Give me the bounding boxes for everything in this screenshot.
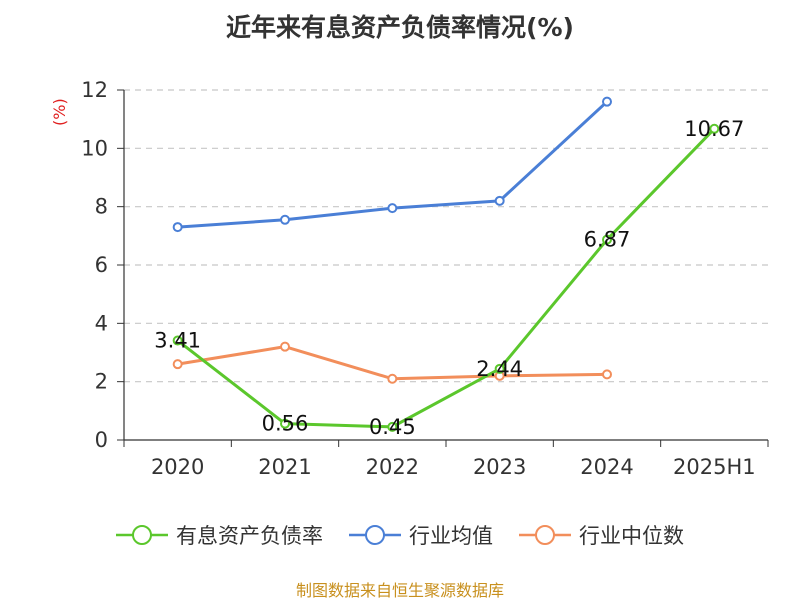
data-label: 10.67 (684, 117, 744, 141)
data-point (172, 222, 183, 233)
data-point (494, 363, 505, 374)
legend-item-0[interactable]: 有息资产负债率 (116, 520, 323, 550)
x-tick-label: 2024 (580, 455, 633, 479)
series-line-0 (176, 127, 716, 429)
legend-label: 有息资产负债率 (176, 524, 323, 548)
x-tick-label: 2021 (258, 455, 311, 479)
data-label: 2.44 (476, 357, 523, 381)
data-point (602, 234, 612, 245)
data-point (172, 335, 183, 346)
legend-label: 行业均值 (409, 524, 493, 548)
chart-title: 近年来有息资产负债率情况(%) (226, 13, 574, 42)
data-label: 6.87 (584, 228, 631, 252)
x-tick-label: 2020 (151, 455, 204, 479)
data-point (602, 369, 612, 380)
y-tick-label: 0 (95, 428, 108, 452)
data-point (602, 96, 612, 107)
data-point (387, 373, 398, 384)
data-point (494, 195, 505, 206)
data-label: 3.41 (154, 329, 201, 353)
legend-item-2[interactable]: 行业中位数 (519, 520, 684, 550)
source-note: 制图数据来自恒生聚源数据库 (295, 581, 504, 600)
legend-marker (535, 525, 555, 545)
data-point (387, 421, 398, 432)
legend-swatch-icon (519, 525, 571, 545)
data-label: 0.45 (369, 415, 416, 439)
legend-label: 行业中位数 (579, 524, 684, 548)
data-point (280, 418, 290, 429)
legend-swatch-icon (116, 525, 168, 545)
data-point (387, 203, 398, 214)
legend-marker (365, 525, 385, 545)
y-tick-label: 6 (95, 253, 108, 277)
x-tick-label: 2023 (473, 455, 526, 479)
x-tick-label: 2025H1 (673, 455, 756, 479)
x-tick-label: 2022 (366, 455, 419, 479)
legend-swatch-icon (349, 525, 401, 545)
data-point (172, 359, 183, 370)
legend-item-1[interactable]: 行业均值 (349, 520, 493, 550)
y-tick-label: 4 (95, 311, 108, 335)
data-point (709, 123, 720, 134)
legend: 有息资产负债率 行业均值 行业中位数 (0, 520, 800, 550)
y-tick-label: 8 (95, 195, 108, 219)
y-tick-label: 10 (81, 136, 108, 160)
legend-marker (132, 525, 152, 545)
data-label: 0.56 (262, 412, 309, 436)
y-tick-label: 12 (81, 78, 108, 102)
y-tick-label: 2 (95, 370, 108, 394)
data-point (280, 341, 290, 352)
data-point (280, 214, 290, 225)
